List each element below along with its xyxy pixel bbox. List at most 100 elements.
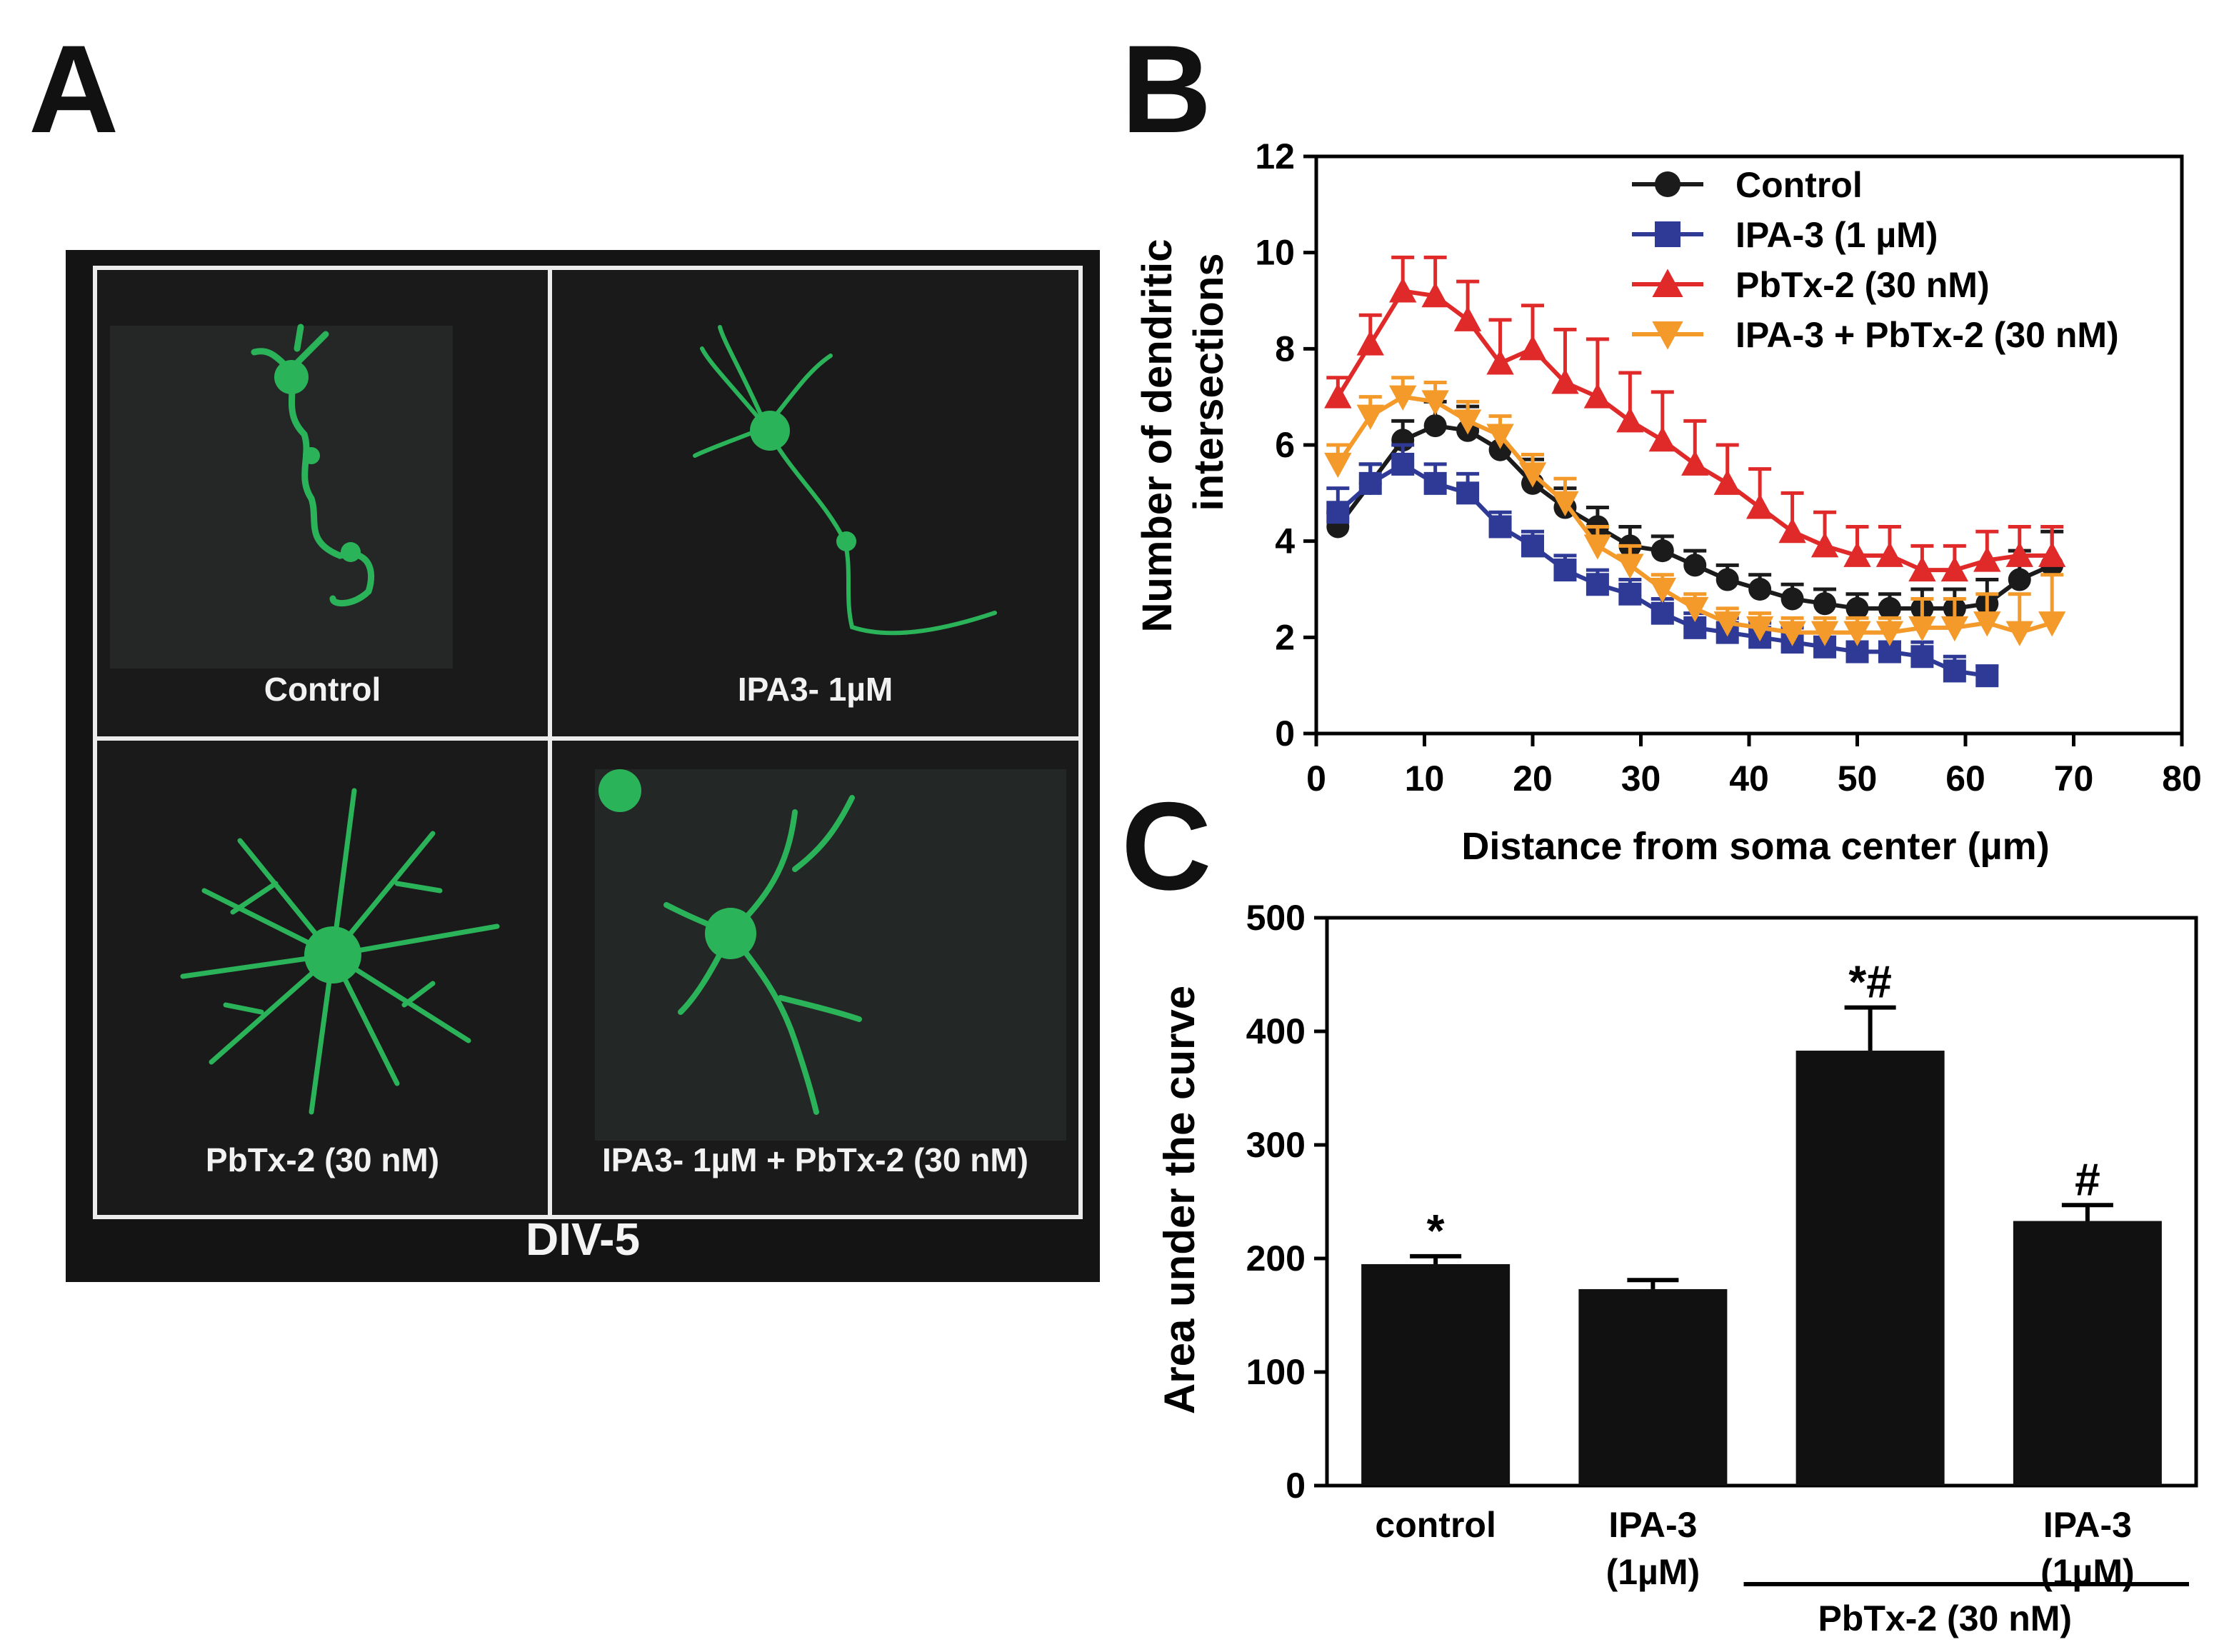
data-point (1748, 578, 1772, 601)
x-tick-label: 70 (2054, 759, 2094, 799)
data-point (1389, 385, 1417, 411)
data-point (1583, 534, 1612, 560)
data-point (1521, 471, 1544, 495)
y-tick-label: 6 (1275, 425, 1295, 465)
data-point (1583, 383, 1612, 409)
data-point (1423, 414, 1447, 438)
y-tick-label: 4 (1275, 521, 1295, 561)
significance-mark: * (1427, 1205, 1445, 1256)
data-point (1908, 616, 1936, 642)
legend-label: PbTx-2 (30 nM) (1735, 265, 1990, 305)
series-triangle-up (1324, 255, 2066, 582)
data-point (1648, 426, 1676, 452)
data-point (1616, 407, 1644, 433)
micrograph-panel: Control IPA3- 1µM (66, 250, 1100, 1282)
data-point (1421, 390, 1449, 416)
data-point (2038, 611, 2066, 637)
data-point (1843, 541, 1871, 567)
micrograph-ipa3-pbtx2: IPA3- 1µM + PbTx-2 (30 nM) (552, 741, 1078, 1215)
micrograph-label: IPA3- 1µM (737, 671, 893, 708)
data-point (1973, 546, 2001, 572)
data-point (1551, 491, 1579, 516)
x-tick-label: 60 (1945, 759, 1985, 799)
data-point (1488, 438, 1512, 461)
data-point (2008, 568, 2031, 591)
micrograph-ipa3: IPA3- 1µM (552, 270, 1078, 741)
legend-label: IPA-3 + PbTx-2 (30 nM) (1735, 315, 2119, 355)
data-point (1910, 596, 1934, 620)
data-point (1421, 282, 1449, 308)
data-point (1715, 568, 1739, 591)
data-point (1648, 578, 1676, 604)
data-point (1551, 369, 1579, 394)
data-point (1518, 462, 1547, 488)
data-point (1875, 621, 1904, 646)
data-point (1651, 601, 1674, 625)
data-point (1618, 534, 1642, 558)
y-tick-label: 300 (1246, 1125, 1306, 1165)
panel-letter-c: C (1121, 777, 1212, 916)
x-axis-label: Distance from soma center (µm) (1461, 825, 2049, 868)
data-point (2005, 621, 2033, 646)
data-point (1813, 592, 1837, 616)
data-point (1358, 471, 1382, 495)
data-point (2038, 541, 2066, 567)
data-point (1616, 554, 1644, 579)
y-axis-label: Number of dendritic (1134, 239, 1181, 632)
y-tick-label: 500 (1246, 898, 1306, 938)
data-point (1652, 269, 1683, 297)
category-label: (1µM) (1606, 1552, 1700, 1592)
neuron-image (180, 788, 500, 1115)
data-point (1486, 424, 1514, 449)
significance-mark: *# (1848, 956, 1892, 1008)
x-tick-label: 10 (1405, 759, 1445, 799)
data-point (1356, 404, 1384, 430)
neuron-image (110, 324, 453, 669)
series-square (1326, 443, 1999, 688)
category-label: IPA-3 (2043, 1505, 2132, 1545)
series-line (1336, 289, 2053, 573)
x-tick-label: 80 (2162, 759, 2202, 799)
data-point (1655, 171, 1680, 197)
y-tick-label: 400 (1246, 1011, 1306, 1051)
data-point (1518, 335, 1547, 361)
x-tick-label: 40 (1729, 759, 1769, 799)
data-point (1975, 592, 1999, 616)
data-point (1715, 621, 1739, 644)
data-point (1681, 450, 1709, 476)
data-point (1973, 611, 2001, 637)
plot-frame (1325, 916, 2198, 1488)
y-tick-label: 100 (1246, 1352, 1306, 1392)
neuron-image (693, 325, 997, 636)
y-tick-label: 0 (1286, 1466, 1306, 1506)
data-point (1486, 349, 1514, 375)
x-tick-label: 0 (1306, 759, 1326, 799)
data-point (1651, 539, 1674, 563)
data-point (1683, 616, 1707, 639)
data-point (1810, 532, 1839, 558)
micrograph-pbtx2: PbTx-2 (30 nM) (97, 741, 552, 1215)
data-point (1423, 471, 1447, 495)
data-point (1843, 621, 1871, 646)
significance-mark: # (2075, 1153, 2100, 1205)
data-point (1618, 582, 1642, 606)
x-tick-label: 30 (1621, 759, 1661, 799)
y-tick-label: 12 (1255, 136, 1295, 176)
x-tick-label: 50 (1838, 759, 1878, 799)
data-point (1910, 645, 1934, 669)
y-tick-label: 200 (1246, 1238, 1306, 1278)
legend-label: Control (1735, 165, 1863, 205)
data-point (1875, 541, 1904, 567)
bar (1361, 1263, 1511, 1486)
group-label: PbTx-2 (30 nM) (1818, 1598, 2072, 1638)
data-point (1878, 640, 1901, 664)
data-point (1845, 640, 1869, 664)
panel-letter-a: A (29, 20, 119, 159)
div-caption: DIV-5 (525, 1213, 641, 1265)
data-point (1326, 515, 1350, 539)
data-point (1845, 596, 1869, 620)
data-point (1553, 559, 1577, 582)
panel-letter-b: B (1121, 20, 1212, 159)
data-point (1391, 429, 1415, 452)
data-point (2040, 554, 2064, 577)
